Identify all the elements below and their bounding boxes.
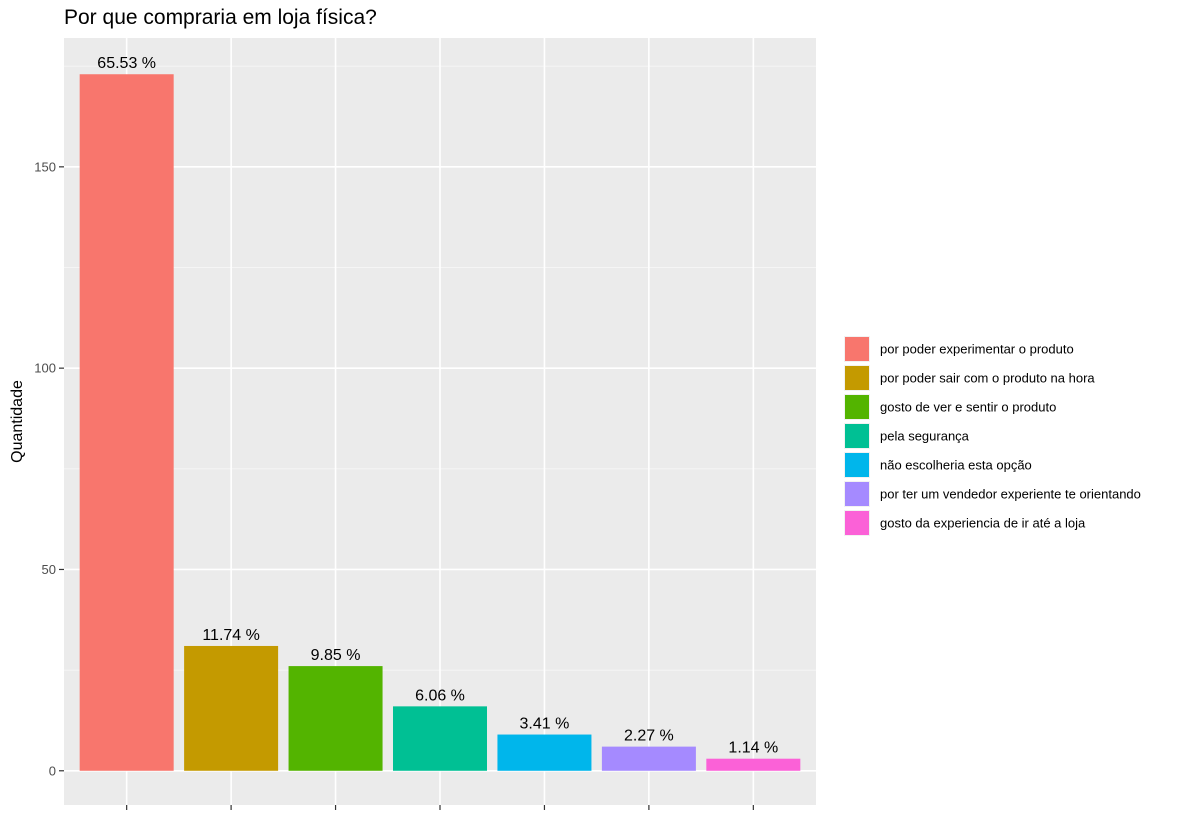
bar-label: 6.06 % — [415, 687, 465, 704]
bar — [393, 706, 487, 771]
legend-item: por poder sair com o produto na hora — [844, 365, 1095, 391]
legend-swatch — [845, 395, 869, 419]
bar — [79, 74, 174, 771]
legend-item: gosto da experiencia de ir até a loja — [844, 510, 1086, 536]
bar — [706, 758, 801, 771]
legend-item: não escolheria esta opção — [844, 452, 1032, 478]
legend-item: por poder experimentar o produto — [844, 336, 1074, 362]
legend-swatch — [845, 453, 869, 477]
y-tick-label: 100 — [34, 361, 56, 376]
legend-label: pela segurança — [880, 429, 970, 444]
legend-swatch — [845, 337, 869, 361]
y-tick-label: 50 — [42, 562, 56, 577]
legend-swatch — [845, 424, 869, 448]
legend-item: por ter um vendedor experiente te orient… — [844, 481, 1141, 507]
legend-item: pela segurança — [844, 423, 970, 449]
legend-swatch — [845, 366, 869, 390]
x-axis — [126, 805, 754, 810]
bar — [601, 746, 696, 771]
legend-swatch — [845, 482, 869, 506]
chart-title: Por que compraria em loja física? — [64, 6, 377, 29]
bar-label: 9.85 % — [311, 647, 361, 664]
bar-label: 1.14 % — [728, 740, 778, 757]
bar — [288, 666, 383, 771]
bar-label: 2.27 % — [624, 728, 674, 745]
legend-label: gosto de ver e sentir o produto — [880, 400, 1056, 415]
legend-label: não escolheria esta opção — [880, 458, 1032, 473]
bar-label: 11.74 % — [202, 627, 260, 644]
bar — [497, 734, 592, 771]
bar-label: 3.41 % — [520, 716, 570, 733]
y-tick-label: 150 — [34, 159, 56, 174]
legend-label: por ter um vendedor experiente te orient… — [880, 487, 1141, 502]
bar — [184, 645, 279, 771]
legend-swatch — [845, 511, 869, 535]
y-tick-label: 0 — [49, 763, 56, 778]
legend: por poder experimentar o produto por pode… — [844, 336, 1141, 536]
y-axis-title: Quantidade — [9, 380, 26, 463]
bar-labels: 65.53 % 11.74 % 9.85 % 6.06 % 3.41 % 2.27 % 1.… — [97, 55, 778, 756]
legend-item: gosto de ver e sentir o produto — [844, 394, 1056, 420]
legend-label: gosto da experiencia de ir até a loja — [880, 516, 1086, 531]
y-axis: 0 50 100 150 — [34, 159, 64, 778]
bar-label: 65.53 % — [97, 55, 156, 72]
bars — [79, 74, 801, 771]
legend-label: por poder sair com o produto na hora — [880, 371, 1095, 386]
legend-label: por poder experimentar o produto — [880, 342, 1074, 357]
